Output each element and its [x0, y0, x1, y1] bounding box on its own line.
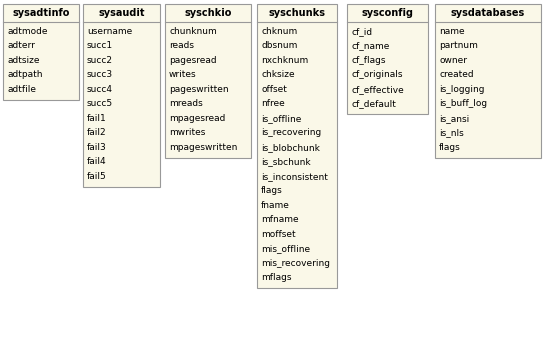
- Text: chunknum: chunknum: [169, 27, 217, 36]
- Text: is_sbchunk: is_sbchunk: [261, 157, 311, 166]
- Text: partnum: partnum: [439, 42, 478, 50]
- Text: syschkio: syschkio: [185, 8, 232, 18]
- Text: reads: reads: [169, 42, 194, 50]
- Text: username: username: [87, 27, 132, 36]
- FancyBboxPatch shape: [435, 4, 541, 158]
- Text: pagesread: pagesread: [169, 56, 217, 65]
- Text: pageswritten: pageswritten: [169, 85, 229, 94]
- Text: nfree: nfree: [261, 99, 285, 108]
- Text: is_blobchunk: is_blobchunk: [261, 143, 320, 152]
- FancyBboxPatch shape: [347, 4, 428, 114]
- Text: flags: flags: [439, 143, 461, 152]
- Text: mflags: mflags: [261, 273, 292, 283]
- Text: cf_id: cf_id: [351, 27, 372, 36]
- Text: chksize: chksize: [261, 70, 295, 80]
- Text: offset: offset: [261, 85, 287, 94]
- Text: adtpath: adtpath: [7, 70, 43, 80]
- Text: mfname: mfname: [261, 215, 299, 224]
- Text: is_inconsistent: is_inconsistent: [261, 172, 328, 181]
- Text: cf_name: cf_name: [351, 42, 389, 50]
- Text: is_nls: is_nls: [439, 129, 464, 137]
- Text: sysadtinfo: sysadtinfo: [13, 8, 70, 18]
- FancyBboxPatch shape: [257, 4, 337, 288]
- Text: fail2: fail2: [87, 129, 106, 137]
- Text: succ2: succ2: [87, 56, 113, 65]
- Text: fname: fname: [261, 201, 290, 210]
- Text: fail4: fail4: [87, 157, 106, 166]
- Text: fail3: fail3: [87, 143, 107, 152]
- Text: succ3: succ3: [87, 70, 113, 80]
- Text: moffset: moffset: [261, 230, 295, 239]
- Text: is_ansi: is_ansi: [439, 114, 469, 123]
- Text: succ5: succ5: [87, 99, 113, 108]
- Text: created: created: [439, 70, 473, 80]
- Text: sysaudit: sysaudit: [98, 8, 145, 18]
- Text: is_logging: is_logging: [439, 85, 484, 94]
- Text: mpagesread: mpagesread: [169, 114, 225, 123]
- Text: mwrites: mwrites: [169, 129, 205, 137]
- Text: mpageswritten: mpageswritten: [169, 143, 238, 152]
- Text: syschunks: syschunks: [269, 8, 325, 18]
- Text: succ4: succ4: [87, 85, 113, 94]
- Text: cf_flags: cf_flags: [351, 56, 385, 65]
- Text: succ1: succ1: [87, 42, 113, 50]
- Text: cf_default: cf_default: [351, 99, 396, 108]
- Text: writes: writes: [169, 70, 197, 80]
- Text: chknum: chknum: [261, 27, 297, 36]
- Text: cf_originals: cf_originals: [351, 70, 402, 80]
- FancyBboxPatch shape: [83, 4, 160, 186]
- Text: mreads: mreads: [169, 99, 203, 108]
- Text: adterr: adterr: [7, 42, 35, 50]
- Text: mis_recovering: mis_recovering: [261, 259, 330, 268]
- Text: mis_offline: mis_offline: [261, 245, 310, 253]
- Text: dbsnum: dbsnum: [261, 42, 298, 50]
- Text: fail5: fail5: [87, 172, 107, 181]
- FancyBboxPatch shape: [3, 4, 79, 99]
- Text: owner: owner: [439, 56, 467, 65]
- Text: adtmode: adtmode: [7, 27, 48, 36]
- Text: name: name: [439, 27, 465, 36]
- Text: fail1: fail1: [87, 114, 107, 123]
- Text: flags: flags: [261, 186, 283, 195]
- Text: sysconfig: sysconfig: [361, 8, 413, 18]
- Text: is_offline: is_offline: [261, 114, 301, 123]
- Text: adtfile: adtfile: [7, 85, 36, 94]
- Text: adtsize: adtsize: [7, 56, 39, 65]
- Text: is_buff_log: is_buff_log: [439, 99, 487, 108]
- Text: cf_effective: cf_effective: [351, 85, 403, 94]
- Text: nxchknum: nxchknum: [261, 56, 308, 65]
- FancyBboxPatch shape: [165, 4, 251, 158]
- Text: sysdatabases: sysdatabases: [451, 8, 525, 18]
- Text: is_recovering: is_recovering: [261, 129, 321, 137]
